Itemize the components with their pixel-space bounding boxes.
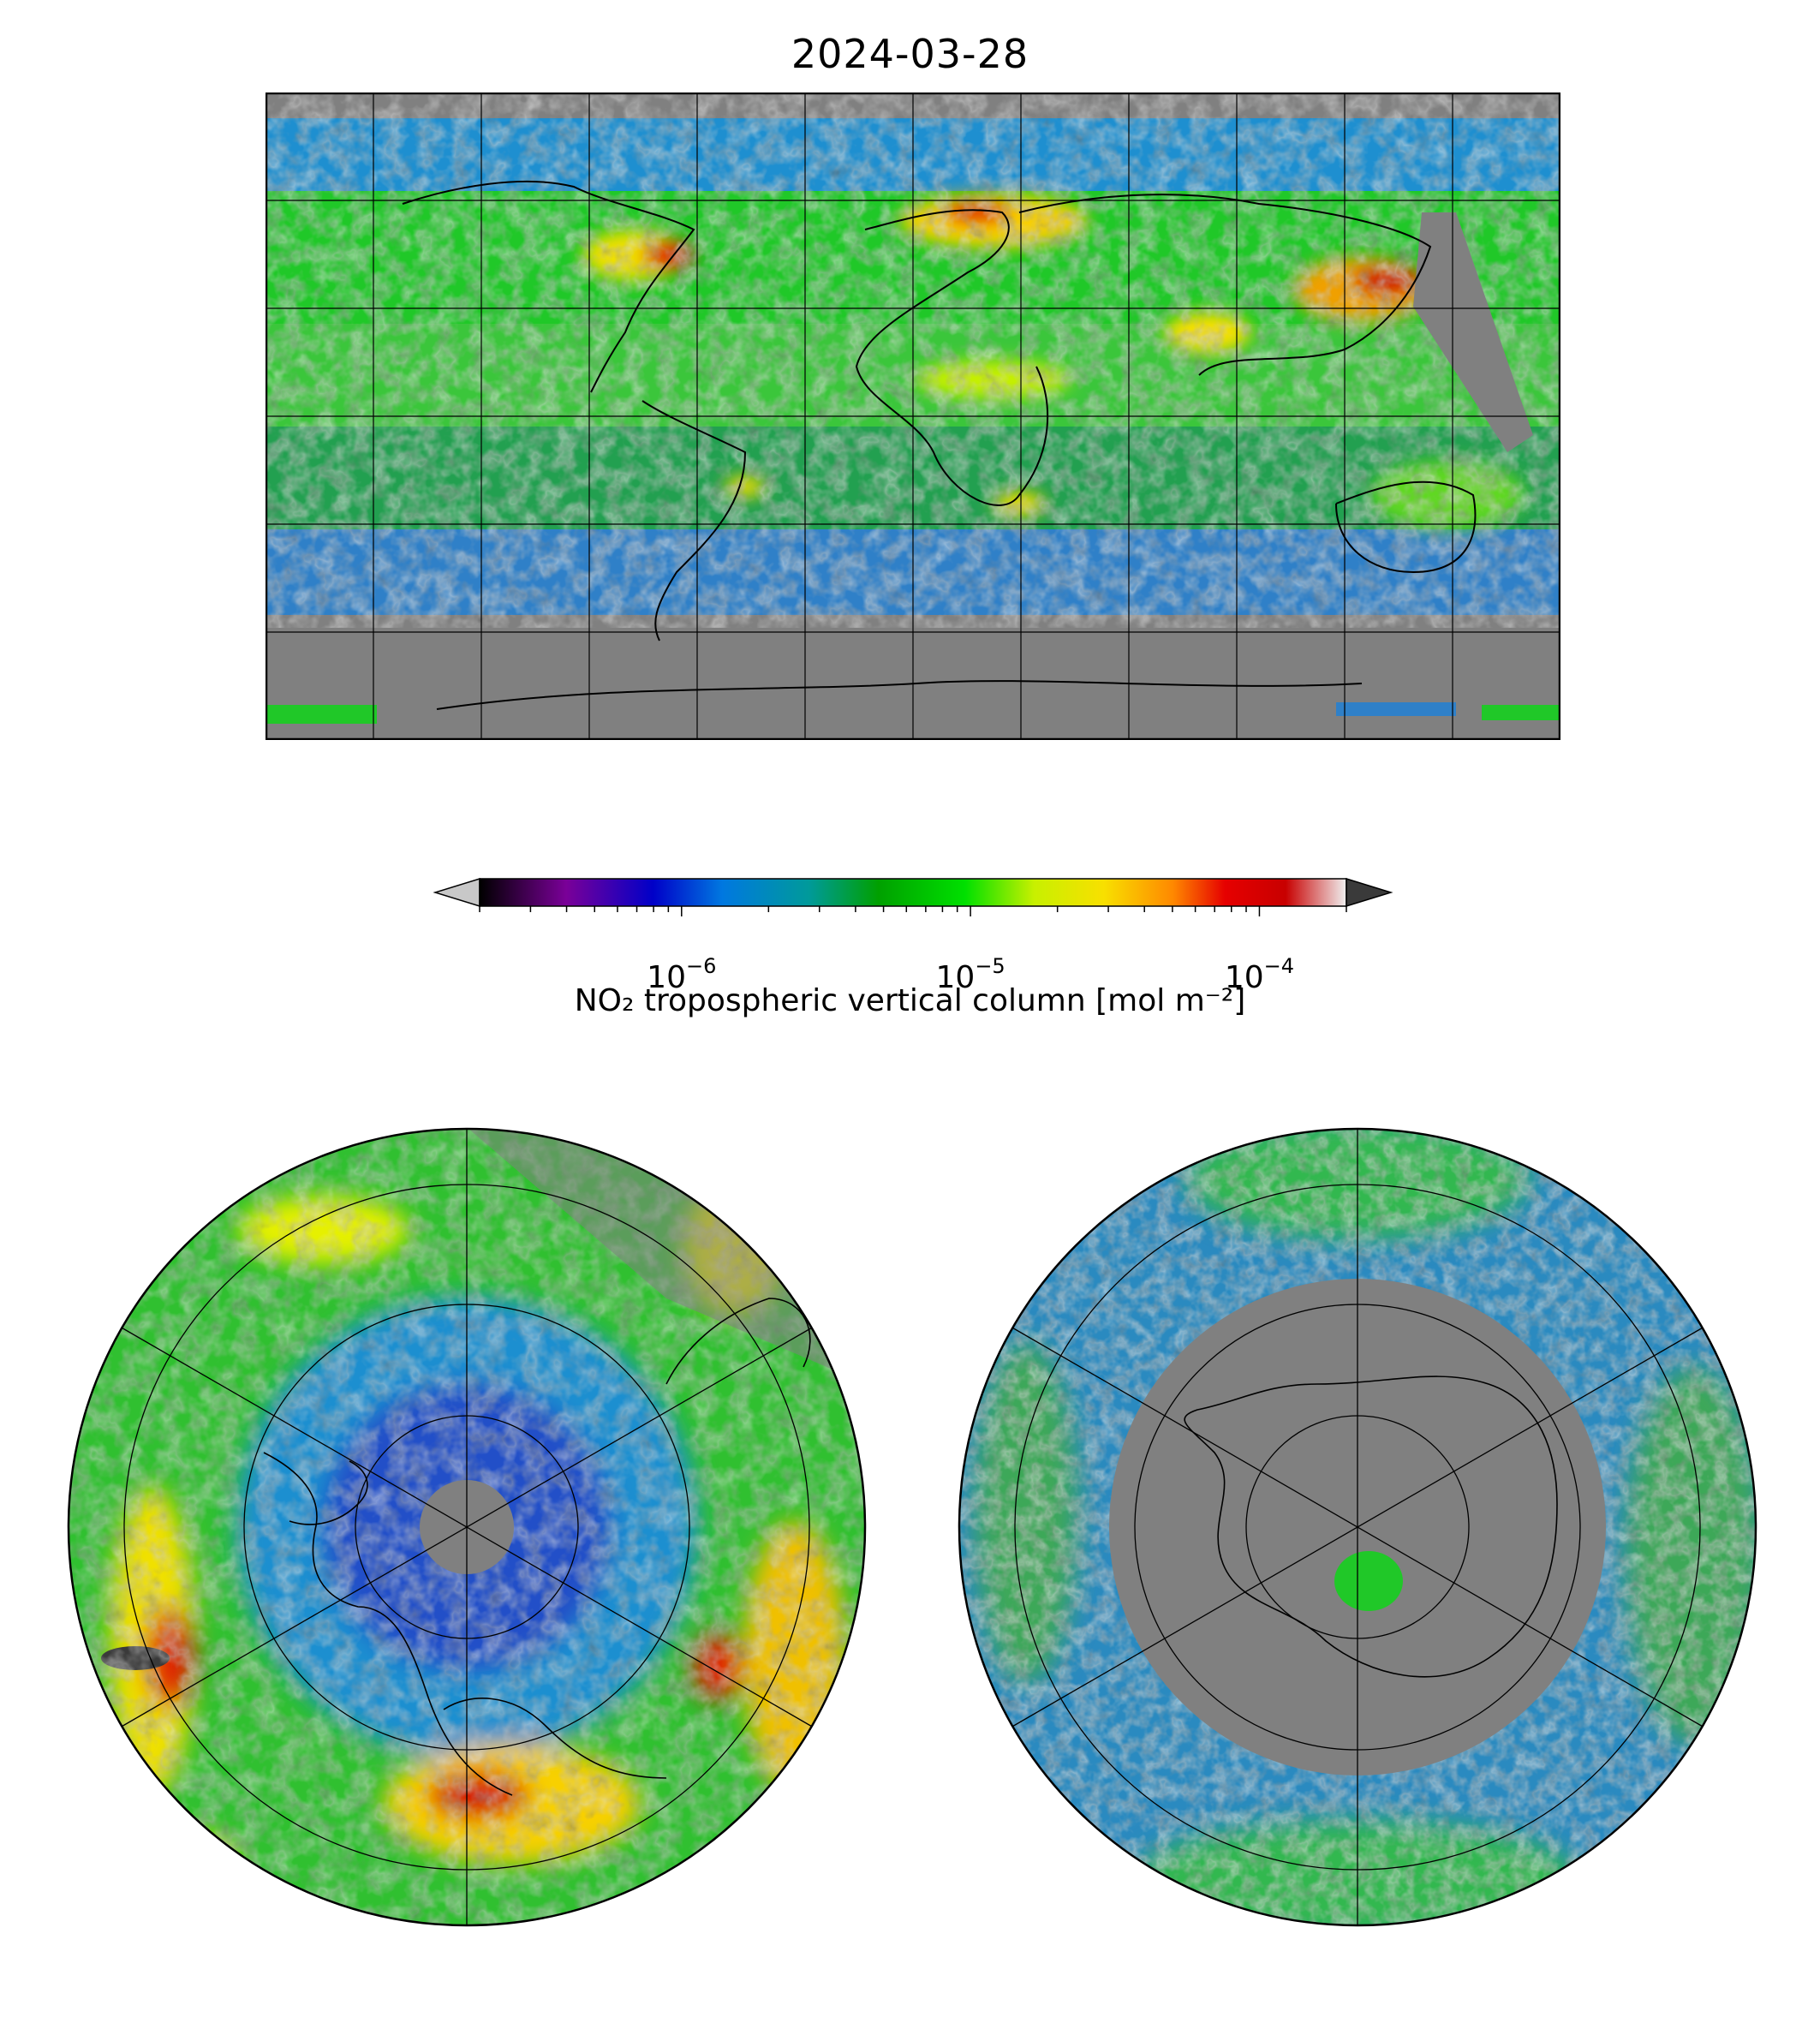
colorbar bbox=[433, 877, 1393, 916]
colorbar-tick-label: 10−5 bbox=[935, 954, 1005, 995]
global-gridlines bbox=[266, 92, 1560, 740]
colorbar-gradient bbox=[479, 878, 1347, 907]
colorbar-tick-label: 10−6 bbox=[647, 954, 717, 995]
north-gridlines bbox=[119, 1129, 815, 1925]
colorbar-over-extend bbox=[1346, 877, 1393, 908]
south-polar-map bbox=[958, 1127, 1757, 1927]
global-coastlines bbox=[402, 180, 1477, 710]
colorbar-tick-label: 10−4 bbox=[1224, 954, 1295, 995]
south-gridlines bbox=[1010, 1129, 1705, 1925]
antarctica-coastline bbox=[1184, 1376, 1558, 1678]
global-map bbox=[266, 92, 1560, 740]
north-polar-map bbox=[67, 1127, 867, 1927]
figure-title: 2024-03-28 bbox=[791, 31, 1029, 77]
colorbar-label: NO₂ tropospheric vertical column [mol m⁻… bbox=[574, 983, 1246, 1018]
missing-swath bbox=[1413, 212, 1533, 452]
colorbar-under-extend bbox=[433, 877, 480, 908]
